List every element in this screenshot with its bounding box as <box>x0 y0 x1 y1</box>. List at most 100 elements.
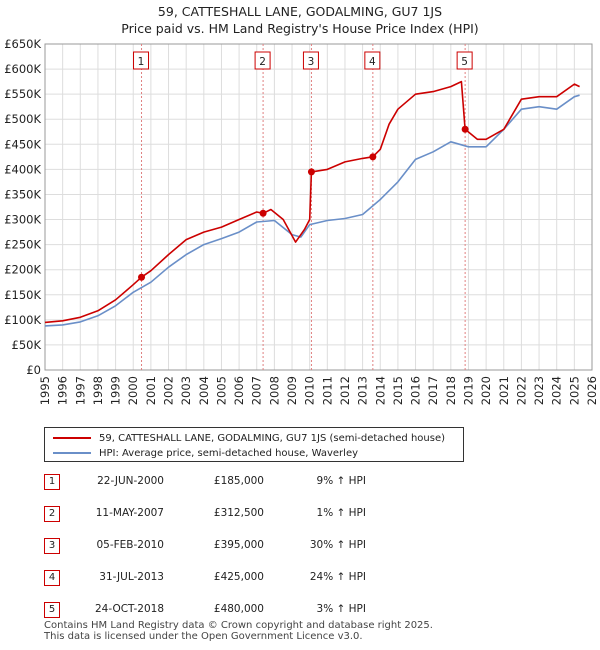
x-tick-label: 2026 <box>585 376 599 405</box>
title-line-2: Price paid vs. HM Land Registry's House … <box>121 21 479 36</box>
table-row: 5 24-OCT-2018 £480,000 3% ↑ HPI <box>44 602 444 618</box>
legend-item-hpi: HPI: Average price, semi-detached house,… <box>53 446 358 460</box>
sale-price: £395,000 <box>213 539 264 551</box>
x-tick-label: 2019 <box>461 376 475 405</box>
sale-number: 3 <box>44 538 60 554</box>
hpi-line <box>44 94 580 327</box>
y-tick-label: £50K <box>12 338 42 352</box>
footer: Contains HM Land Registry data © Crown c… <box>44 620 433 642</box>
sale-point <box>369 153 377 161</box>
x-tick-label: 2024 <box>550 376 564 405</box>
x-tick-label: 2002 <box>162 376 176 405</box>
sale-label: 2 <box>259 56 266 68</box>
y-tick-label: £400K <box>4 162 41 176</box>
y-tick-label: £450K <box>4 137 41 151</box>
x-tick-label: 2014 <box>373 376 387 405</box>
sale-number: 1 <box>44 474 60 490</box>
sale-label-box <box>456 51 473 70</box>
x-tick-label: 1998 <box>91 376 105 405</box>
x-tick-label: 1999 <box>109 376 123 405</box>
sale-label: 4 <box>369 56 376 68</box>
sale-label: 3 <box>308 56 315 68</box>
legend-item-price: 59, CATTESHALL LANE, GODALMING, GU7 1JS … <box>53 431 445 445</box>
sale-label-box <box>302 51 319 70</box>
sale-hpi-change: 1% ↑ HPI <box>316 507 366 519</box>
x-tick-label: 2015 <box>391 376 405 405</box>
x-tick-label: 2025 <box>567 376 581 405</box>
y-tick-label: £200K <box>4 263 41 277</box>
sale-point <box>307 168 315 176</box>
sale-hpi-change: 30% ↑ HPI <box>309 539 366 551</box>
x-tick-label: 2016 <box>409 376 423 405</box>
sale-price: £425,000 <box>213 571 264 583</box>
x-tick-label: 2006 <box>232 376 246 405</box>
x-tick-label: 2022 <box>514 376 528 405</box>
x-tick-label: 2000 <box>126 376 140 405</box>
sale-date: 22-JUN-2000 <box>97 475 164 487</box>
x-tick-label: 2010 <box>303 376 317 405</box>
sale-price: £185,000 <box>213 475 264 487</box>
sale-price: £480,000 <box>213 603 264 615</box>
x-tick-label: 2004 <box>197 376 211 405</box>
sale-hpi-change: 3% ↑ HPI <box>316 603 366 615</box>
sale-label-box <box>133 51 150 70</box>
sale-number: 5 <box>44 602 60 618</box>
sale-label-box <box>254 51 271 70</box>
sale-date: 05-FEB-2010 <box>96 539 164 551</box>
legend-label-hpi: HPI: Average price, semi-detached house,… <box>99 447 359 459</box>
x-tick-label: 2003 <box>179 376 193 405</box>
plot-area <box>44 43 593 371</box>
sale-label: 1 <box>138 56 145 68</box>
x-tick-label: 1996 <box>56 376 70 405</box>
x-tick-label: 2008 <box>267 376 281 405</box>
chart-title: 59, CATTESHALL LANE, GODALMING, GU7 1JS … <box>0 3 600 37</box>
x-tick-label: 2023 <box>532 376 546 405</box>
table-row: 1 22-JUN-2000 £185,000 9% ↑ HPI <box>44 474 444 490</box>
sale-point <box>259 209 267 217</box>
sale-price: £312,500 <box>213 507 264 519</box>
footer-line-2: This data is licensed under the Open Gov… <box>44 631 363 642</box>
y-tick-label: £150K <box>4 288 41 302</box>
legend-label-price: 59, CATTESHALL LANE, GODALMING, GU7 1JS … <box>99 432 445 444</box>
sale-hpi-change: 24% ↑ HPI <box>309 571 366 583</box>
sale-number: 2 <box>44 506 60 522</box>
x-tick-label: 2018 <box>444 376 458 405</box>
y-tick-label: £300K <box>4 213 41 227</box>
table-row: 3 05-FEB-2010 £395,000 30% ↑ HPI <box>44 538 444 554</box>
y-tick-label: £650K <box>4 37 41 51</box>
y-tick-label: £550K <box>4 87 41 101</box>
legend: 59, CATTESHALL LANE, GODALMING, GU7 1JS … <box>44 427 464 462</box>
legend-swatch-hpi <box>53 452 91 454</box>
x-tick-label: 2012 <box>338 376 352 405</box>
x-tick-label: 2021 <box>497 376 511 405</box>
footer-line-1: Contains HM Land Registry data © Crown c… <box>44 620 433 631</box>
y-tick-label: £500K <box>4 112 41 126</box>
sale-date: 11-MAY-2007 <box>95 507 164 519</box>
price-chart: £0 £50K £100K £150K £200K £250K £300K £350K £400… <box>4 37 599 405</box>
table-row: 4 31-JUL-2013 £425,000 24% ↑ HPI <box>44 570 444 586</box>
legend-swatch-price <box>53 437 91 439</box>
x-tick-label: 2017 <box>426 376 440 405</box>
x-tick-label: 2007 <box>250 376 264 405</box>
sale-date: 24-OCT-2018 <box>95 603 164 615</box>
table-row: 2 11-MAY-2007 £312,500 1% ↑ HPI <box>44 506 444 522</box>
sale-point <box>461 125 469 133</box>
x-tick-label: 1997 <box>73 376 87 405</box>
x-tick-label: 2020 <box>479 376 493 405</box>
y-tick-label: £600K <box>4 62 41 76</box>
x-tick-label: 2001 <box>144 376 158 405</box>
x-tick-label: 2011 <box>320 376 334 405</box>
y-tick-label: £350K <box>4 187 41 201</box>
y-tick-label: £100K <box>4 313 41 327</box>
x-tick-label: 1995 <box>38 376 52 405</box>
sale-label-box <box>364 51 381 70</box>
title-line-1: 59, CATTESHALL LANE, GODALMING, GU7 1JS <box>157 4 443 19</box>
x-tick-label: 2005 <box>214 376 228 405</box>
sale-hpi-change: 9% ↑ HPI <box>316 475 366 487</box>
y-tick-label: £0 <box>26 363 41 377</box>
x-tick-label: 2009 <box>285 376 299 405</box>
y-tick-label: £250K <box>4 238 41 252</box>
sale-date: 31-JUL-2013 <box>99 571 164 583</box>
x-tick-label: 2013 <box>356 376 370 405</box>
sale-label: 5 <box>461 56 468 68</box>
